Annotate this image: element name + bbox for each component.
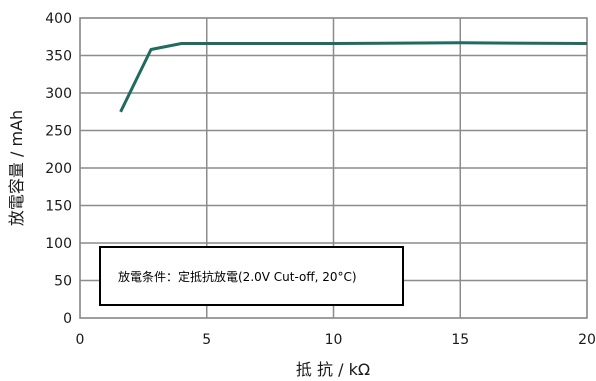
- y-tick-label: 200: [45, 161, 72, 177]
- x-axis-title: 抵 抗 / kΩ: [296, 360, 370, 379]
- annotation-box: 放電条件：定抵抗放電(2.0V Cut-off, 20°C): [99, 246, 404, 306]
- x-tick-label: 15: [451, 332, 469, 348]
- y-tick-label: 150: [45, 199, 72, 215]
- series-line-0: [119, 41, 588, 113]
- y-tick-label: 300: [45, 86, 72, 102]
- y-tick-label: 50: [54, 274, 72, 290]
- y-tick-label: 250: [45, 124, 72, 140]
- y-tick-label: 350: [45, 49, 72, 65]
- y-tick-label: 0: [63, 311, 72, 327]
- y-tick-label: 100: [45, 236, 72, 252]
- y-axis-title: 放電容量 / mAh: [7, 110, 26, 226]
- x-tick-label: 20: [578, 332, 596, 348]
- x-tick-label: 10: [325, 332, 343, 348]
- x-axis-ticks: 0 5 10 15 20: [76, 332, 596, 348]
- x-tick-label: 5: [202, 332, 211, 348]
- annotation-text: 放電条件：定抵抗放電(2.0V Cut-off, 20°C): [118, 269, 357, 284]
- x-tick-label: 0: [76, 332, 85, 348]
- y-tick-label: 400: [45, 11, 72, 27]
- series-group: [119, 41, 588, 113]
- y-axis-ticks: 0 50 100 150 200 250 300 350 400: [45, 11, 72, 327]
